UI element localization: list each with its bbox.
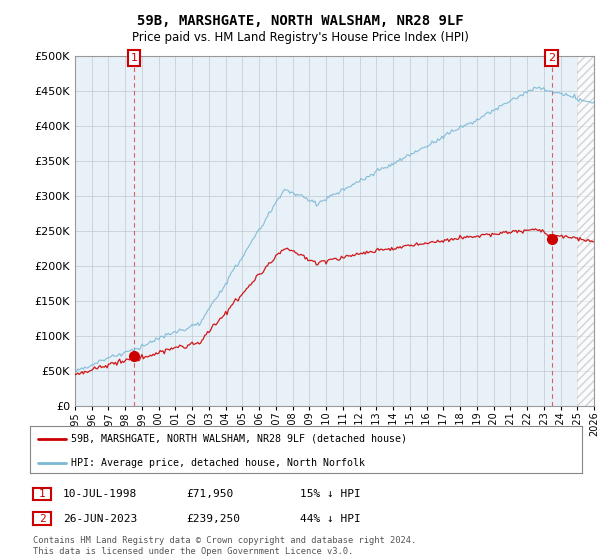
Bar bbox=[577, 56, 594, 406]
Text: 15% ↓ HPI: 15% ↓ HPI bbox=[300, 489, 361, 499]
Text: 1: 1 bbox=[38, 489, 46, 499]
Text: 44% ↓ HPI: 44% ↓ HPI bbox=[300, 514, 361, 524]
Text: 10-JUL-1998: 10-JUL-1998 bbox=[63, 489, 137, 499]
Text: 59B, MARSHGATE, NORTH WALSHAM, NR28 9LF: 59B, MARSHGATE, NORTH WALSHAM, NR28 9LF bbox=[137, 14, 463, 28]
Text: Price paid vs. HM Land Registry's House Price Index (HPI): Price paid vs. HM Land Registry's House … bbox=[131, 31, 469, 44]
Text: 2: 2 bbox=[38, 514, 46, 524]
Text: HPI: Average price, detached house, North Norfolk: HPI: Average price, detached house, Nort… bbox=[71, 458, 365, 468]
Text: 1: 1 bbox=[131, 53, 137, 63]
Text: £239,250: £239,250 bbox=[186, 514, 240, 524]
Text: 26-JUN-2023: 26-JUN-2023 bbox=[63, 514, 137, 524]
Text: 2: 2 bbox=[548, 53, 556, 63]
Text: Contains HM Land Registry data © Crown copyright and database right 2024.
This d: Contains HM Land Registry data © Crown c… bbox=[33, 536, 416, 556]
Text: £71,950: £71,950 bbox=[186, 489, 233, 499]
Text: 59B, MARSHGATE, NORTH WALSHAM, NR28 9LF (detached house): 59B, MARSHGATE, NORTH WALSHAM, NR28 9LF … bbox=[71, 434, 407, 444]
